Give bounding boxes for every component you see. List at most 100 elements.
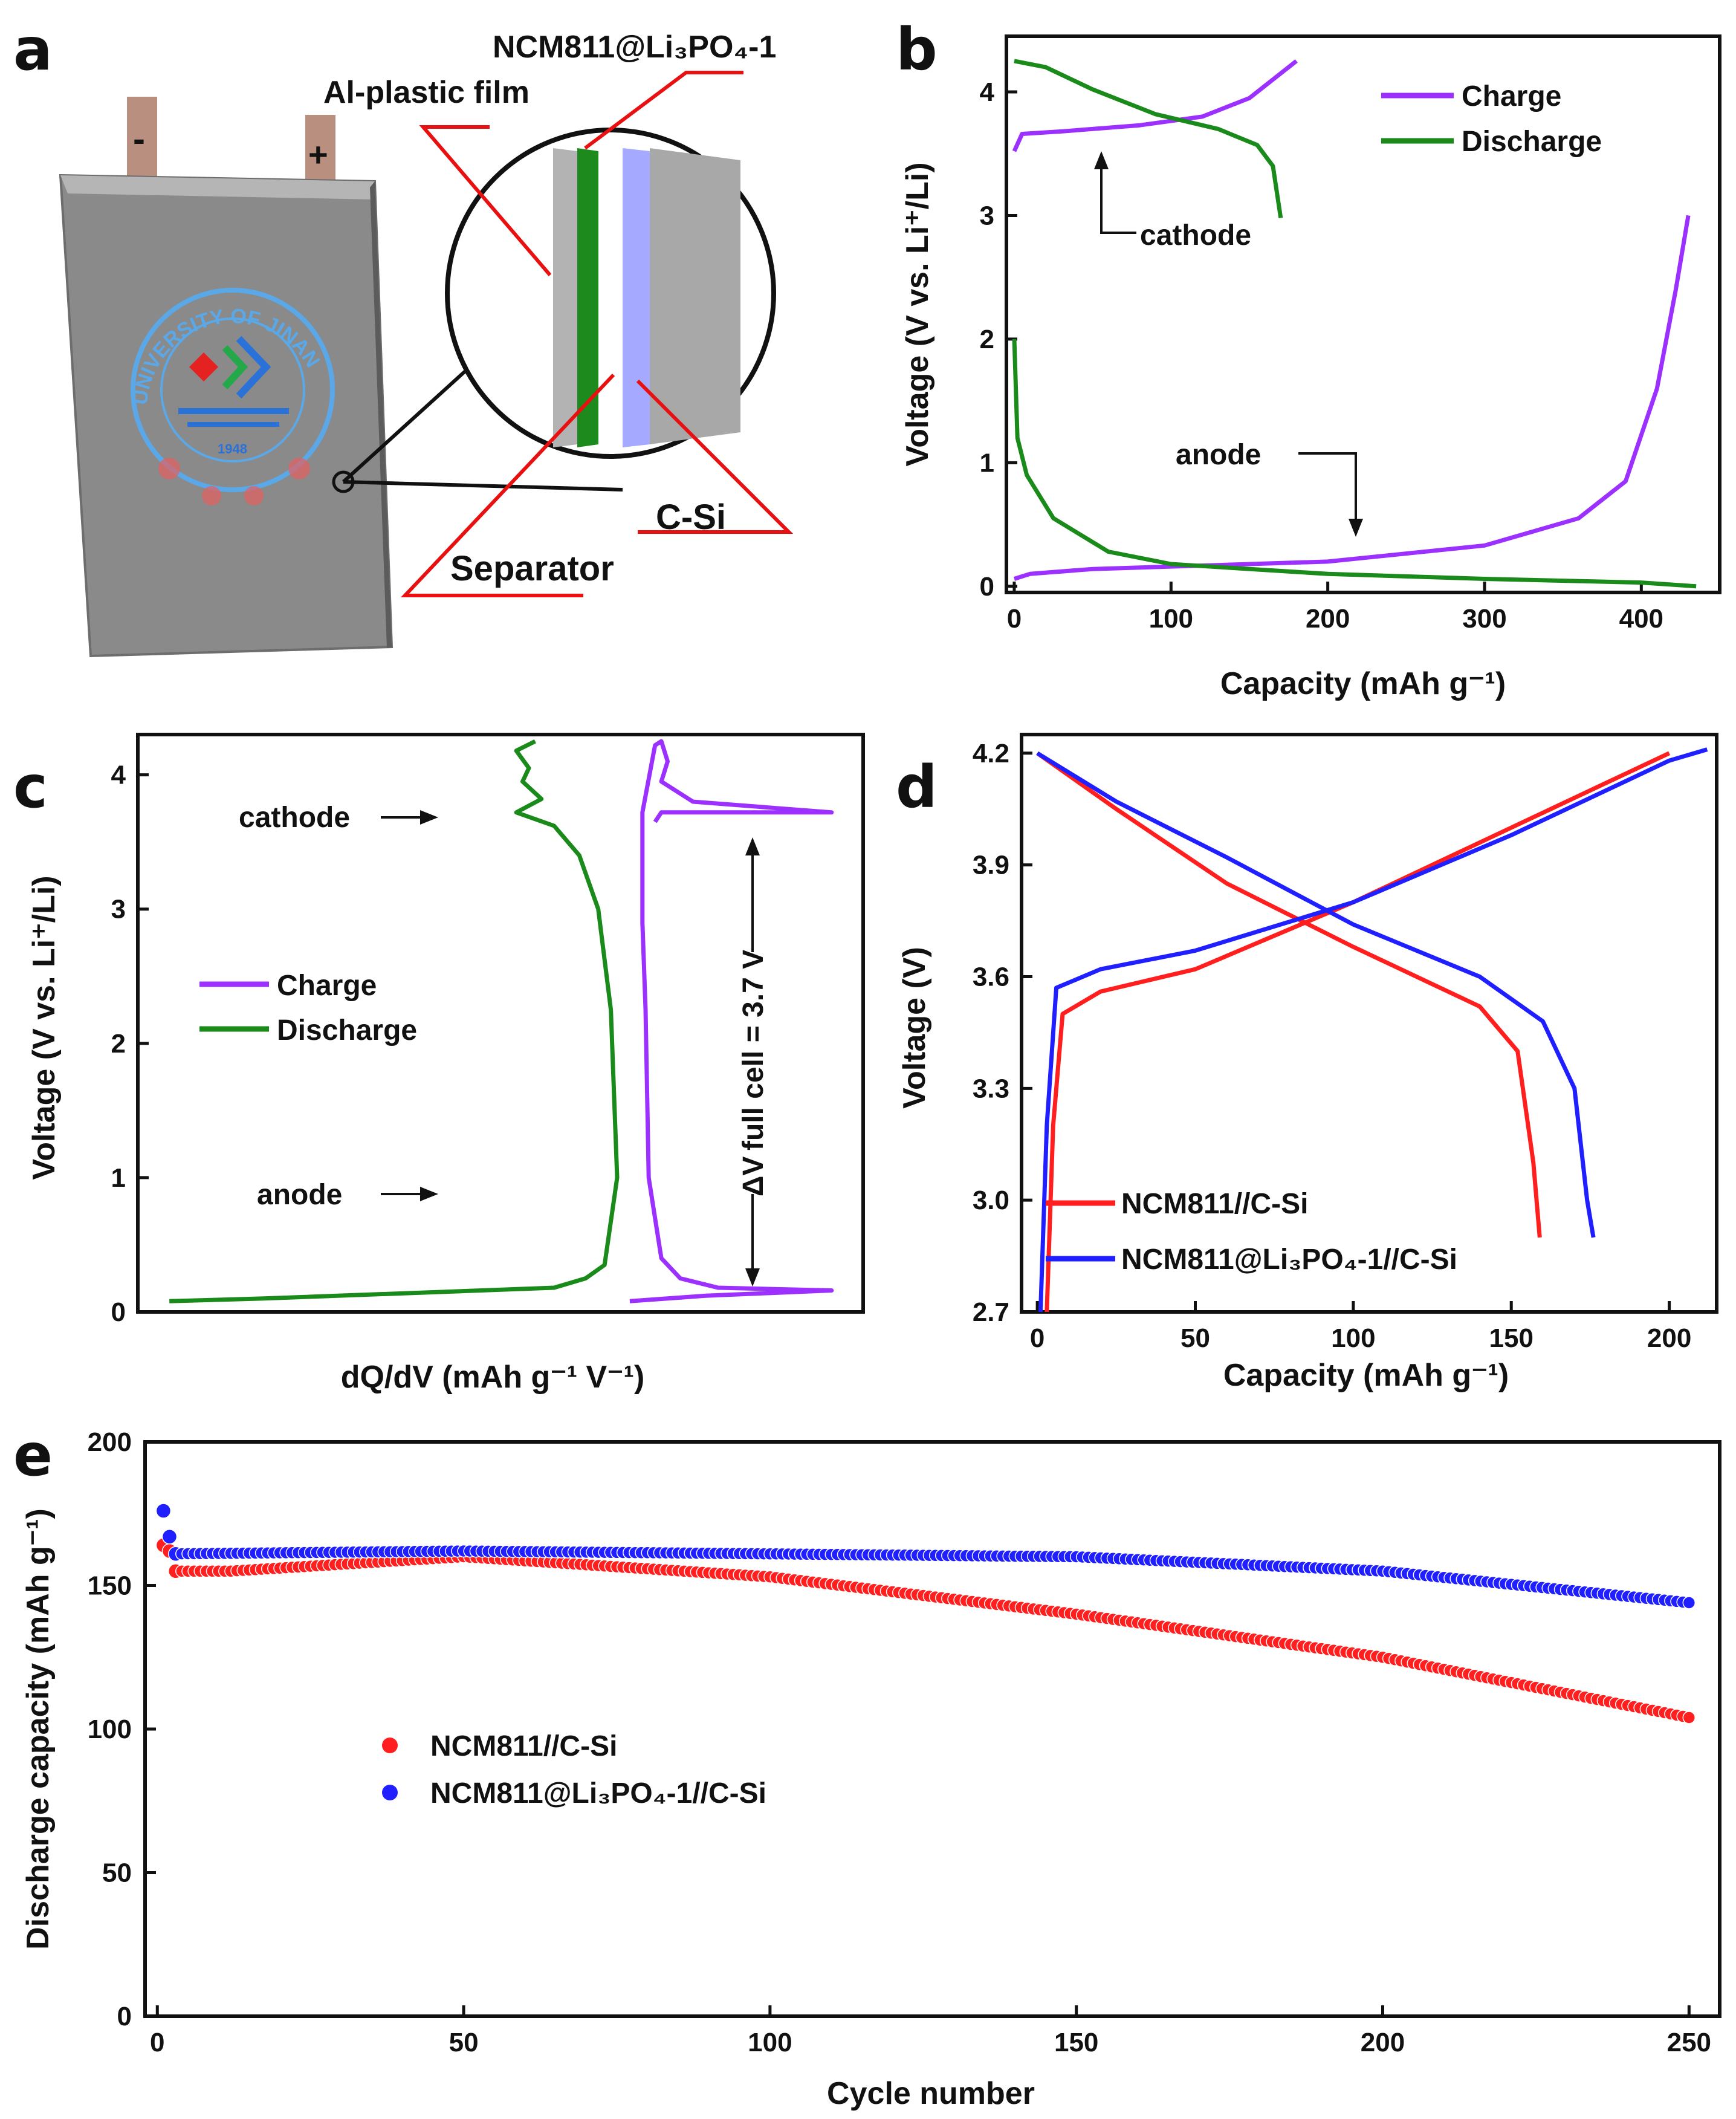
- panel-c-charge-curve: [629, 739, 834, 1303]
- panel-d-ytick-label-4: 3.9: [973, 851, 1009, 880]
- panel-d-xtick-label-4: 200: [1647, 1323, 1691, 1353]
- panel-b-xtick-label-4: 400: [1619, 604, 1663, 634]
- panel-b-note-cathode: cathode: [1140, 219, 1251, 251]
- callout-anode: [636, 379, 794, 534]
- legend-discharge-label-c: Discharge: [277, 1014, 417, 1047]
- panel-e-xtick-label-1: 50: [449, 2028, 479, 2057]
- negative-tab: [127, 97, 157, 181]
- panel-b-anode-charge-curve: [1013, 215, 1691, 581]
- panel-c-note-anode: anode: [257, 1179, 342, 1211]
- delta-v-label: ΔV full cell = 3.7 V: [737, 950, 769, 1196]
- legend-blue-marker-e: [382, 1785, 398, 1800]
- panel-e-ytick-label-1: 50: [102, 1858, 132, 1888]
- cathode-pointer-head-c: [420, 810, 438, 825]
- layer-al-foil: [553, 148, 577, 447]
- panel-d-ytick-label-5: 4.2: [973, 739, 1009, 768]
- legend-discharge-label: Discharge: [1462, 126, 1602, 158]
- legend-blue-label-d: NCM811@Li₃PO₄-1//C-Si: [1121, 1244, 1457, 1276]
- panel-d-coated-charge-curve: [1038, 747, 1708, 1313]
- pouch-top-seal: [60, 175, 375, 200]
- panel-c-letter: c: [13, 753, 48, 821]
- panel-d-ticks: 0 50 100 150 200 2.7 3.0 3.3 3.6 3.9 4.2: [973, 739, 1691, 1353]
- positive-tab: [305, 115, 335, 181]
- panel-d-pristine-charge-curve: [1045, 751, 1671, 1313]
- panel-e-xtick-label-4: 200: [1361, 2028, 1405, 2057]
- panel-d-ytick-label-0: 2.7: [973, 1297, 1009, 1327]
- panel-e-xlabel: Cycle number: [827, 2076, 1035, 2111]
- panel-c-frame: [136, 733, 865, 1314]
- panel-b-ytick-label-1: 1: [980, 448, 994, 478]
- panel-a-letter: a: [13, 16, 53, 83]
- panel-b-ytick-label-0: 0: [980, 572, 994, 602]
- panel-d-curves: [1036, 747, 1708, 1313]
- layer-anode: [650, 148, 740, 444]
- legend-red-marker-e: [382, 1738, 398, 1753]
- panel-b-ytick-label-3: 3: [980, 201, 994, 230]
- panel-e-coated-point: [161, 1529, 178, 1545]
- panel-b-cathode-discharge-curve: [1014, 59, 1283, 219]
- panel-c-ytick-label-2: 2: [111, 1029, 126, 1059]
- panel-b-xtick-label-1: 100: [1149, 604, 1193, 634]
- legend-red-label-d: NCM811//C-Si: [1121, 1188, 1308, 1220]
- panel-e-points: [155, 1503, 1696, 1724]
- seal-flower-mid-right: [244, 486, 264, 505]
- panel-d-ylabel: Voltage (V): [897, 947, 932, 1109]
- panel-b-ytick-label-2: 2: [980, 325, 994, 354]
- panel-b-frame: [1005, 34, 1721, 594]
- anode-pointer-head-c: [420, 1187, 438, 1201]
- panel-b-note-anode: anode: [1176, 439, 1261, 471]
- panel-a: a - + UNIVERSITY OF JINAN 1948: [13, 16, 794, 658]
- panel-d-coated-discharge-curve: [1036, 751, 1596, 1238]
- panel-b-legend: Charge Discharge: [1381, 80, 1602, 158]
- panel-c-xlabel: dQ/dV (mAh g⁻¹ V⁻¹): [341, 1360, 645, 1395]
- seal-red-diamond: [189, 352, 219, 382]
- panel-d-pristine-discharge-curve: [1036, 751, 1542, 1238]
- panel-e-ylabel: Discharge capacity (mAh g⁻¹): [21, 1508, 56, 1950]
- panel-b-cathode-charge-curve: [1012, 59, 1298, 152]
- callout-lines: [401, 71, 794, 597]
- panel-d-frame: [1020, 733, 1718, 1314]
- panel-b-letter: b: [896, 16, 938, 83]
- panel-c-ytick-label-1: 1: [111, 1163, 126, 1193]
- panel-b-xtick-label-0: 0: [1007, 604, 1022, 634]
- panel-d-xtick-label-3: 150: [1489, 1323, 1534, 1353]
- positive-tab-label: +: [308, 135, 328, 174]
- seal-outer-ring: [131, 288, 335, 492]
- panel-c-ylabel: Voltage (V vs. Li⁺/Li): [27, 875, 62, 1180]
- panel-e-ytick-label-2: 100: [88, 1715, 132, 1744]
- panel-b-xtick-label-3: 300: [1462, 604, 1506, 634]
- panel-d-xtick-label-1: 50: [1181, 1323, 1210, 1353]
- panel-e-ytick-label-0: 0: [117, 2002, 132, 2031]
- panel-d-ytick-label-1: 3.0: [973, 1186, 1009, 1215]
- legend-blue-label-e: NCM811@Li₃PO₄-1//C-Si: [430, 1777, 766, 1809]
- cathode-arrow: [1100, 154, 1136, 234]
- panel-e-pristine-point: [1682, 1711, 1696, 1724]
- panel-c-ytick-label-0: 0: [111, 1297, 126, 1327]
- legend-red-label-e: NCM811//C-Si: [430, 1730, 617, 1762]
- seal-flower-mid-left: [202, 486, 221, 505]
- panel-e-legend: NCM811//C-Si NCM811@Li₃PO₄-1//C-Si: [382, 1730, 766, 1809]
- seal-blue-chevron: [236, 336, 271, 399]
- legend-charge-label-c: Charge: [277, 970, 377, 1002]
- zoom-line-lower: [343, 480, 623, 492]
- panel-e-letter: e: [13, 1421, 53, 1489]
- delta-v-head-top: [745, 837, 760, 855]
- panel-b-ylabel: Voltage (V vs. Li⁺/Li): [900, 162, 935, 466]
- panel-e-xtick-label-2: 100: [748, 2028, 792, 2057]
- panel-c-legend: Charge Discharge: [199, 970, 417, 1047]
- callout-cathode-coating: [584, 71, 743, 150]
- panel-c-ytick-label-3: 3: [111, 895, 126, 924]
- panel-e-coated-point: [1682, 1596, 1696, 1609]
- seal-flower-left: [158, 458, 180, 479]
- panel-d-xtick-label-2: 100: [1331, 1323, 1375, 1353]
- label-anode: C-Si: [656, 498, 726, 537]
- delta-v-head-bottom: [745, 1268, 760, 1287]
- legend-charge-label: Charge: [1462, 80, 1561, 112]
- panel-c-ytick-label-4: 4: [111, 761, 126, 790]
- panel-e: e 0 50 100 150 200 250 0 50 100 150 200 Cycle numb…: [13, 1421, 1721, 2111]
- panel-d-xlabel: Capacity (mAh g⁻¹): [1223, 1358, 1509, 1393]
- panel-c-ticks: 0 1 2 3 4: [111, 761, 149, 1327]
- panel-e-ticks: 0 50 100 150 200 250 0 50 100 150 200: [88, 1427, 1711, 2057]
- negative-tab-label: -: [133, 118, 145, 159]
